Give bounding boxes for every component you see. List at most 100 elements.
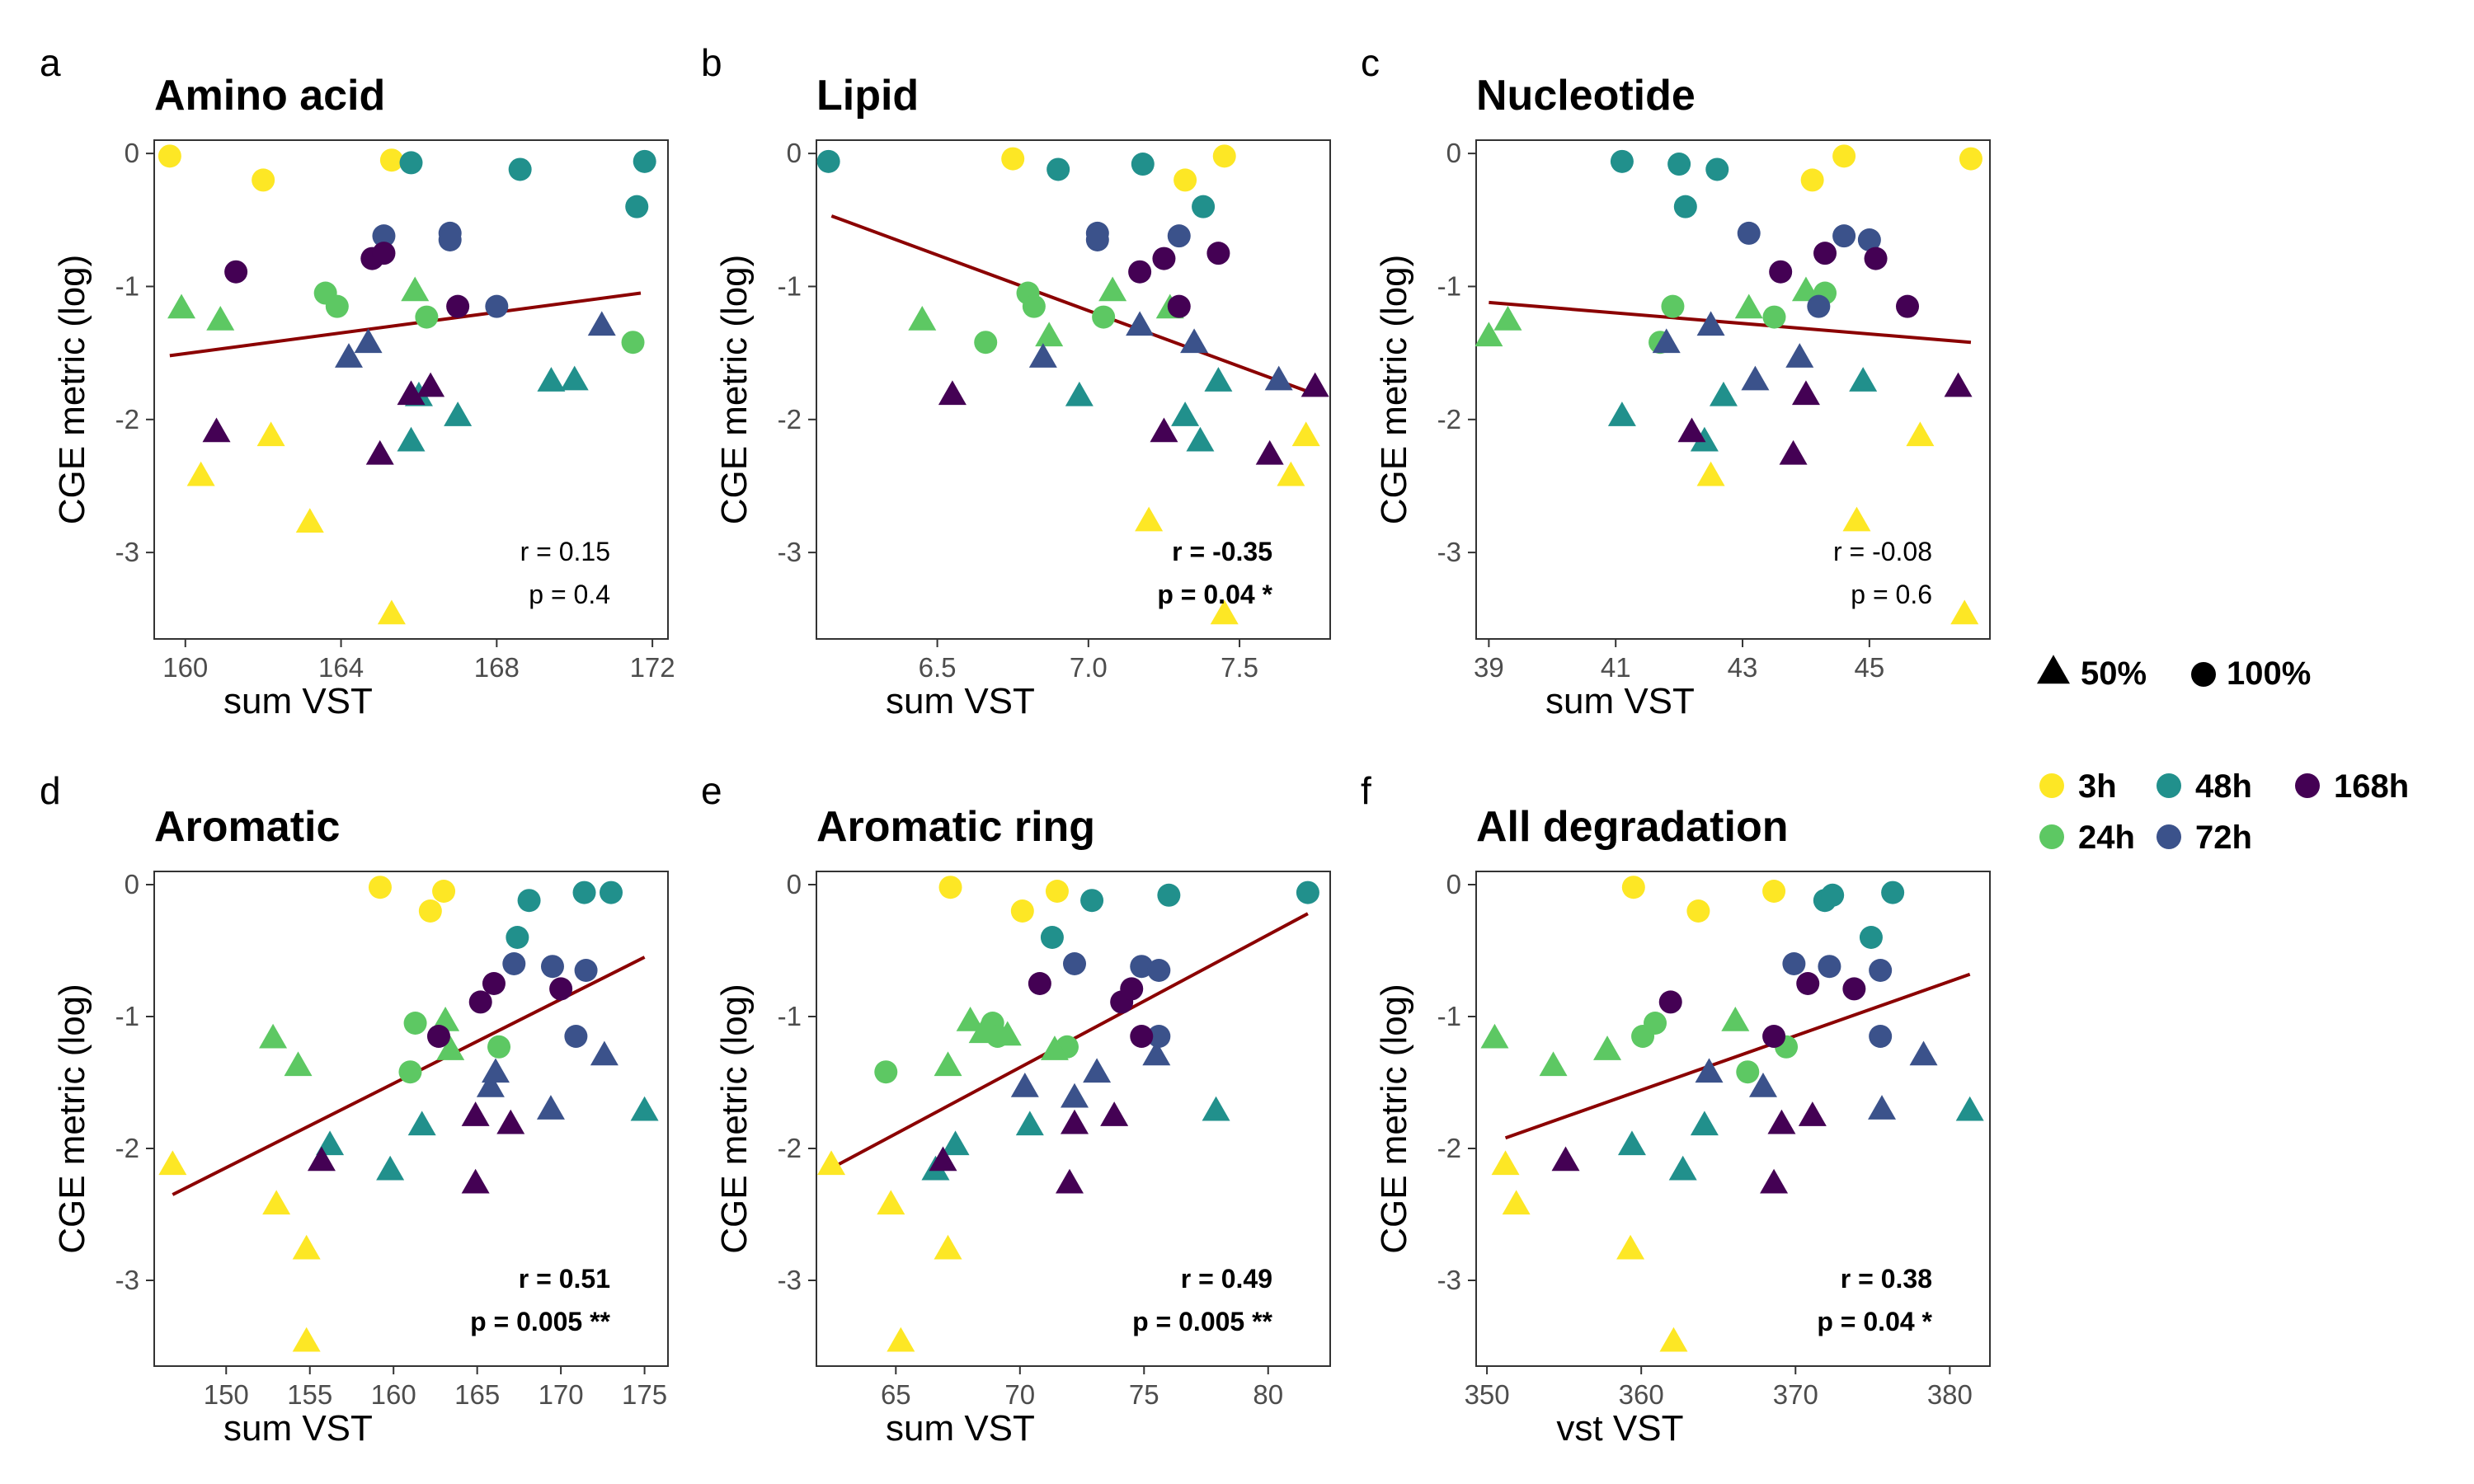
x-tick-label: 41 [1601, 652, 1631, 683]
point-48h-50pct [1204, 367, 1233, 392]
point-168h-50pct [1300, 372, 1329, 397]
point-72h-100pct [1869, 959, 1893, 982]
point-48h-100pct [572, 881, 596, 904]
point-48h-100pct [1131, 153, 1155, 176]
x-tick-label: 370 [1773, 1379, 1818, 1410]
point-168h-100pct [1896, 294, 1920, 318]
legend-swatch-168h [2295, 773, 2320, 798]
point-168h-50pct [1100, 1101, 1129, 1126]
point-72h-50pct [1909, 1040, 1938, 1066]
point-3h-50pct [877, 1190, 905, 1215]
point-24h-100pct [621, 331, 645, 355]
panel-c: c Nucleotide 0 -1 -2 -3 39 41 43 45 sum VST CGE met… [1361, 41, 1991, 721]
point-48h-50pct [941, 1130, 970, 1156]
plot-frame [1475, 139, 1991, 640]
x-tick-label: 45 [1855, 652, 1885, 683]
legend-circle-icon [2191, 662, 2216, 687]
plot-frame [816, 871, 1331, 1367]
y-axis-title: CGE metric (log) [714, 984, 755, 1254]
point-72h-50pct [481, 1058, 510, 1083]
point-48h-50pct [397, 426, 426, 452]
regression-line [169, 291, 642, 358]
point-168h-100pct [1842, 977, 1866, 1001]
point-24h-50pct [167, 294, 196, 319]
y-axis-title: CGE metric (log) [1374, 984, 1414, 1254]
point-72h-50pct [1696, 311, 1725, 336]
point-3h-50pct [817, 1150, 846, 1176]
legend-swatch-3h [2039, 773, 2064, 798]
point-24h-50pct [1593, 1036, 1622, 1060]
point-48h-100pct [517, 889, 541, 913]
point-72h-50pct [1061, 1082, 1089, 1108]
point-72h-100pct [574, 959, 598, 982]
point-168h-50pct [1798, 1101, 1827, 1126]
point-24h-50pct [968, 1018, 997, 1044]
y-tick-label: 0 [787, 138, 802, 168]
point-3h-50pct [1906, 421, 1935, 447]
point-168h-100pct [1128, 260, 1152, 284]
point-168h-50pct [496, 1109, 525, 1134]
panel-e: e Aromatic ring 0 -1 -2 -3 65 70 75 80 sum VST CGE … [701, 769, 1331, 1449]
y-axis-title: CGE metric (log) [52, 984, 92, 1254]
point-3h-50pct [158, 1150, 187, 1176]
panel-d: d Aromatic 0 -1 -2 -3 150 155 160 165 170 175 sum VS… [40, 769, 669, 1449]
point-24h-50pct [259, 1023, 288, 1049]
point-72h-50pct [590, 1040, 618, 1066]
point-48h-100pct [1157, 883, 1181, 907]
panel-b: b Lipid 0 -1 -2 -3 6.5 7.0 7.5 sum VST CGE metric … [701, 41, 1331, 721]
point-3h-50pct [887, 1327, 915, 1352]
y-tick-label: -2 [778, 1133, 802, 1163]
point-24h-100pct [1022, 294, 1046, 318]
point-3h-100pct [1212, 144, 1236, 168]
stat-p: p = 0.4 [529, 580, 610, 609]
point-24h-50pct [1493, 305, 1522, 331]
y-axis-title: CGE metric (log) [1374, 255, 1414, 525]
x-tick-label: 175 [622, 1379, 667, 1410]
point-3h-100pct [1174, 168, 1197, 192]
regression-line [830, 214, 1316, 397]
point-48h-50pct [1065, 381, 1094, 406]
point-168h-50pct [397, 380, 426, 406]
point-168h-50pct [461, 1168, 490, 1194]
point-48h-100pct [508, 157, 532, 181]
point-3h-50pct [1842, 506, 1871, 532]
point-24h-100pct [1092, 305, 1116, 329]
stat-r: r = 0.15 [520, 537, 610, 566]
point-3h-50pct [1502, 1190, 1531, 1215]
point-3h-50pct [1696, 461, 1725, 486]
point-72h-100pct [1782, 952, 1806, 975]
x-tick-label: 80 [1253, 1379, 1283, 1410]
point-72h-100pct [564, 1025, 588, 1048]
point-72h-50pct [1028, 343, 1057, 368]
point-72h-100pct [1869, 1025, 1893, 1048]
plot-frame [1475, 871, 1991, 1367]
point-168h-50pct [938, 380, 967, 406]
point-48h-50pct [1690, 1111, 1719, 1136]
point-24h-100pct [874, 1060, 898, 1084]
point-168h-50pct [1944, 372, 1973, 397]
point-24h-100pct [1736, 1060, 1760, 1084]
stat-p: p = 0.005 ** [470, 1307, 610, 1336]
y-tick-label: -2 [1437, 1133, 1461, 1163]
x-tick-label: 6.5 [919, 652, 957, 683]
panel-letter: b [701, 41, 722, 84]
point-48h-100pct [1705, 157, 1729, 181]
y-tick-label: -1 [1437, 1001, 1461, 1031]
point-24h-50pct [206, 305, 235, 331]
point-168h-100pct [1028, 972, 1051, 995]
point-48h-50pct [1690, 426, 1719, 452]
point-3h-100pct [1045, 880, 1069, 903]
point-168h-50pct [416, 372, 445, 397]
point-3h-50pct [1210, 599, 1239, 625]
point-48h-100pct [1040, 926, 1064, 949]
y-tick-label: -1 [778, 270, 802, 301]
point-48h-100pct [1667, 153, 1691, 176]
point-3h-50pct [377, 599, 406, 625]
point-48h-50pct [1668, 1155, 1697, 1181]
point-168h-50pct [202, 417, 231, 443]
point-168h-100pct [1120, 977, 1144, 1001]
x-tick-label: 7.5 [1221, 652, 1258, 683]
legend-label-72h: 72h [2195, 819, 2252, 856]
x-tick-label: 160 [162, 652, 208, 683]
